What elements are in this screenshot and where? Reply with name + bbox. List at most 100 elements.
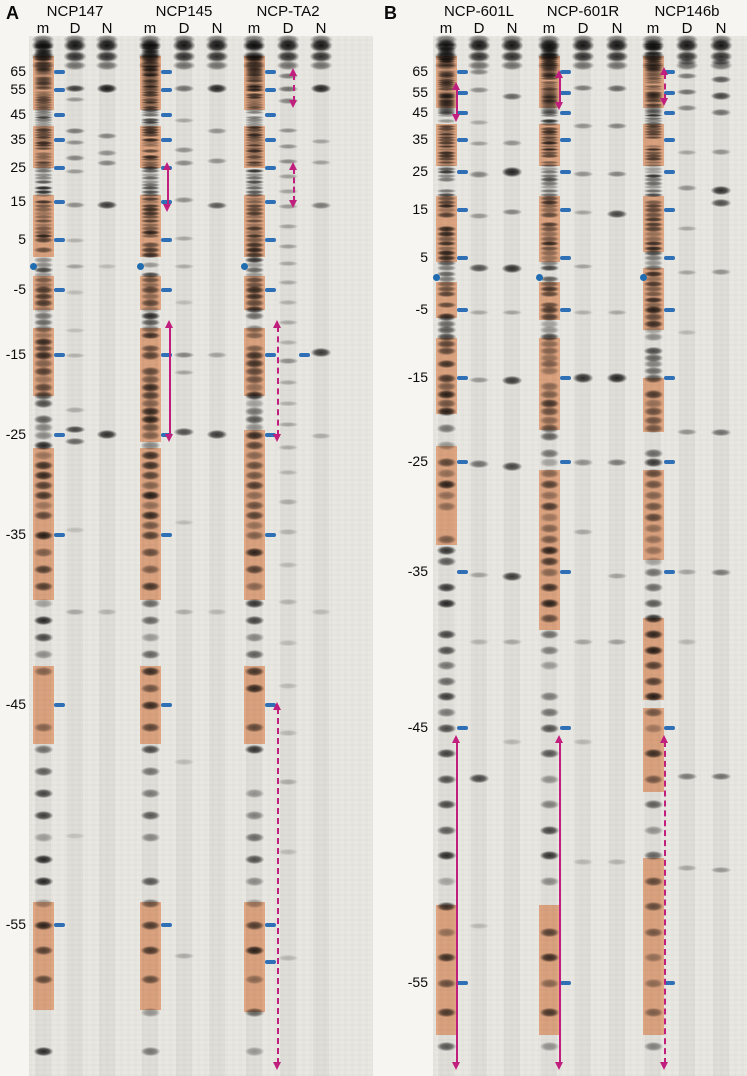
gel-band [539, 723, 559, 733]
gel-band [311, 159, 331, 165]
gel-band [436, 109, 456, 113]
gel-band [277, 60, 299, 70]
gel-band [539, 326, 559, 335]
highlight-region [538, 56, 560, 108]
gel-band [65, 833, 85, 839]
position-tick [265, 166, 276, 170]
gel-band [469, 460, 489, 468]
gel-band [33, 615, 53, 625]
gel-band [140, 50, 160, 54]
arrow-head-down [555, 102, 564, 110]
arrow-head-up [660, 67, 669, 75]
gel-band [278, 223, 298, 229]
position-tick [299, 353, 310, 357]
gel-band [33, 257, 53, 263]
arrow-head-up [289, 162, 298, 170]
gel-band [436, 825, 456, 835]
position-tick [457, 726, 468, 730]
gel-band [539, 707, 559, 717]
position-tick [664, 138, 675, 142]
arrow-head-up [289, 68, 298, 76]
gel-band [539, 825, 559, 835]
gel-band [436, 107, 456, 111]
position-tick [161, 288, 172, 292]
gel-band [174, 759, 194, 765]
highlight-region [642, 268, 664, 330]
gel-band [469, 264, 489, 272]
arrow-head-up [555, 735, 564, 743]
gel-band [278, 469, 298, 475]
lane-streak [313, 36, 329, 1076]
gel-band [33, 52, 53, 56]
highlight-region [139, 56, 161, 110]
position-tick [161, 238, 172, 242]
gel-band [643, 250, 663, 256]
dyad-dot [536, 273, 543, 281]
gel-band [311, 201, 331, 209]
gel-band [607, 639, 627, 645]
gel-band [65, 155, 85, 161]
lane-label: N [715, 20, 727, 37]
axis-tick-label: -25 [407, 453, 428, 469]
gel-band [677, 772, 697, 780]
gel-band [33, 422, 53, 432]
range-arrow-solid [455, 741, 459, 1064]
highlight-region [243, 195, 265, 257]
gel-band [643, 177, 663, 182]
gel-band [140, 176, 160, 181]
gel-band [436, 676, 456, 686]
axis-tick-label: 45 [412, 104, 428, 120]
position-tick [265, 70, 276, 74]
gel-band [469, 377, 489, 383]
gel-band [607, 373, 627, 383]
gel-band [643, 556, 663, 566]
gel-band [97, 83, 117, 93]
position-tick [664, 460, 675, 464]
axis-tick-label: 15 [10, 193, 26, 209]
gel-band [33, 854, 53, 864]
position-tick [457, 376, 468, 380]
gel-band [501, 60, 523, 70]
position-tick [664, 726, 675, 730]
gel-band [643, 333, 663, 342]
gel-band [207, 352, 227, 358]
gel-band [436, 707, 456, 717]
highlight-region [642, 470, 664, 560]
position-tick [161, 923, 172, 927]
highlight-region [32, 666, 54, 744]
highlight-region [642, 56, 664, 108]
range-arrow-solid [166, 168, 170, 206]
axis-tick-label: 35 [412, 131, 428, 147]
gel-band [643, 192, 663, 197]
gel-band [573, 458, 593, 466]
gel-band [677, 225, 697, 231]
highlight-region [139, 276, 161, 310]
arrow-head-up [660, 735, 669, 743]
gel-band [643, 367, 663, 376]
lane-label: N [211, 20, 223, 37]
gel-band [572, 60, 594, 70]
gel-band [278, 173, 298, 179]
axis-tick-label: 15 [412, 201, 428, 217]
gel-band [436, 265, 456, 272]
group-title: NCP-TA2 [256, 3, 320, 20]
gel-band [33, 788, 53, 798]
gel-band [206, 38, 228, 52]
gel-band [643, 111, 663, 115]
gel-band [573, 171, 593, 177]
position-tick [54, 70, 65, 74]
gel-band [643, 42, 663, 47]
gel-band [140, 649, 160, 659]
arrow-head-up [555, 70, 564, 78]
gel-band [140, 172, 160, 177]
gel-band [174, 117, 194, 123]
highlight-region [642, 858, 664, 1035]
gel-band [677, 185, 697, 191]
gel-band [310, 38, 332, 52]
highlight-region [538, 124, 560, 166]
gel-band [436, 42, 456, 47]
position-tick [54, 200, 65, 204]
gel-band [677, 569, 697, 575]
panel-label: A [6, 3, 19, 23]
lane-streak [67, 36, 83, 1076]
